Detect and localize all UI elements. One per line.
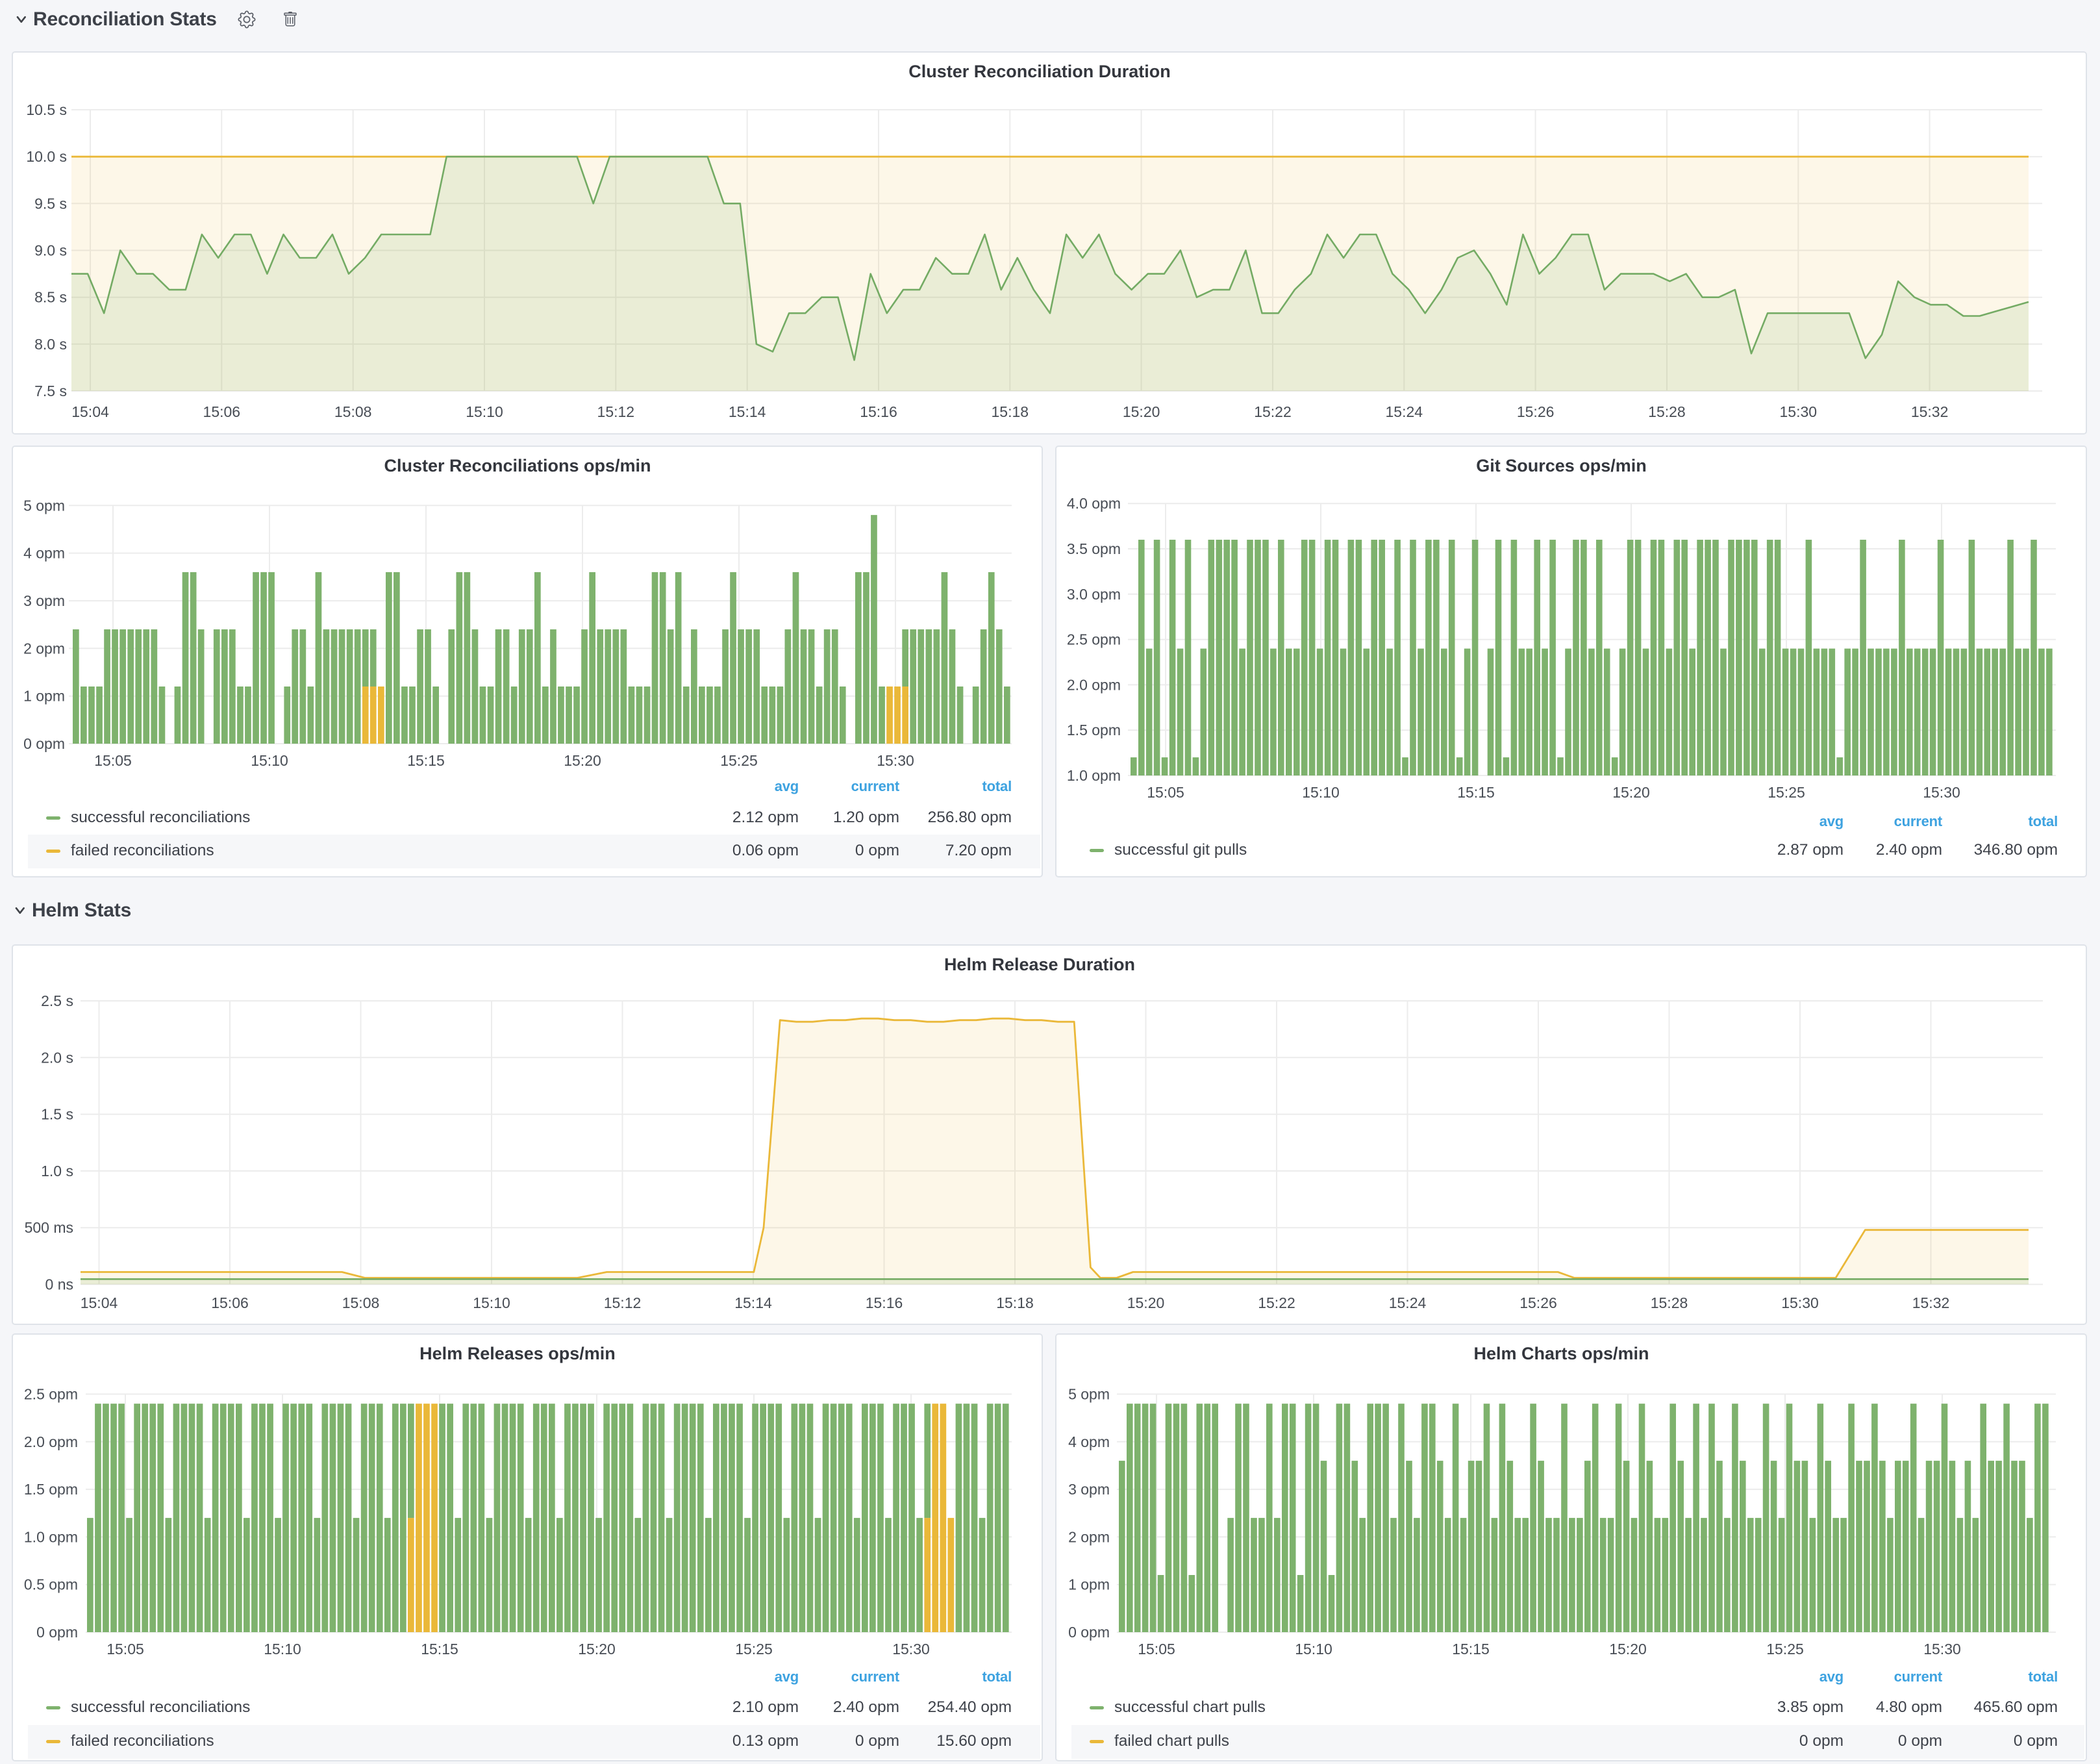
svg-text:15:30: 15:30: [1923, 1641, 1961, 1657]
svg-text:10.5 s: 10.5 s: [26, 101, 67, 118]
svg-text:1 opm: 1 opm: [1068, 1576, 1110, 1593]
svg-text:15:30: 15:30: [1781, 1294, 1819, 1311]
svg-text:15:14: 15:14: [734, 1294, 772, 1311]
svg-text:2.0 s: 2.0 s: [41, 1049, 73, 1066]
svg-text:15:30: 15:30: [1923, 784, 1960, 801]
svg-text:1.0 opm: 1.0 opm: [24, 1528, 78, 1545]
svg-text:8.5 s: 8.5 s: [34, 289, 67, 306]
svg-text:15:25: 15:25: [720, 752, 758, 769]
svg-text:15:18: 15:18: [996, 1294, 1034, 1311]
svg-text:15:15: 15:15: [421, 1641, 458, 1657]
svg-text:0 ns: 0 ns: [45, 1276, 73, 1293]
svg-text:15:05: 15:05: [1138, 1641, 1175, 1657]
svg-text:9.0 s: 9.0 s: [34, 242, 67, 259]
svg-text:9.5 s: 9.5 s: [34, 195, 67, 212]
svg-text:15:30: 15:30: [892, 1641, 930, 1657]
svg-text:15:20: 15:20: [578, 1641, 616, 1657]
svg-text:15:15: 15:15: [407, 752, 445, 769]
svg-text:2.5 opm: 2.5 opm: [24, 1386, 78, 1403]
svg-text:0 opm: 0 opm: [36, 1624, 78, 1641]
svg-text:3.5 opm: 3.5 opm: [1067, 540, 1121, 557]
svg-text:15:32: 15:32: [1912, 1294, 1950, 1311]
svg-text:15:22: 15:22: [1254, 403, 1292, 420]
svg-text:15:15: 15:15: [1452, 1641, 1490, 1657]
svg-text:15:10: 15:10: [251, 752, 288, 769]
svg-text:2.0 opm: 2.0 opm: [1067, 676, 1121, 693]
svg-text:15:32: 15:32: [1911, 403, 1949, 420]
svg-text:15:20: 15:20: [1127, 1294, 1165, 1311]
svg-text:15:06: 15:06: [211, 1294, 249, 1311]
svg-text:2.5 opm: 2.5 opm: [1067, 631, 1121, 648]
svg-text:15:18: 15:18: [992, 403, 1029, 420]
svg-text:15:05: 15:05: [106, 1641, 144, 1657]
svg-text:15:25: 15:25: [1768, 784, 1805, 801]
svg-text:1 opm: 1 opm: [23, 688, 65, 705]
svg-text:15:05: 15:05: [1147, 784, 1184, 801]
svg-text:5 opm: 5 opm: [1068, 1386, 1110, 1403]
svg-text:15:12: 15:12: [597, 403, 635, 420]
svg-text:15:20: 15:20: [1609, 1641, 1647, 1657]
svg-text:15:28: 15:28: [1648, 403, 1686, 420]
svg-text:1.5 opm: 1.5 opm: [24, 1481, 78, 1498]
svg-text:4 opm: 4 opm: [1068, 1433, 1110, 1450]
svg-text:15:10: 15:10: [473, 1294, 510, 1311]
svg-text:15:25: 15:25: [735, 1641, 773, 1657]
svg-text:15:10: 15:10: [1295, 1641, 1332, 1657]
svg-text:15:14: 15:14: [729, 403, 766, 420]
svg-text:15:16: 15:16: [866, 1294, 903, 1311]
svg-text:15:24: 15:24: [1386, 403, 1423, 420]
svg-text:3 opm: 3 opm: [1068, 1481, 1110, 1498]
svg-text:10.0 s: 10.0 s: [26, 148, 67, 165]
svg-text:15:20: 15:20: [1612, 784, 1650, 801]
svg-text:1.0 s: 1.0 s: [41, 1163, 73, 1179]
svg-text:8.0 s: 8.0 s: [34, 336, 67, 353]
svg-text:15:04: 15:04: [81, 1294, 118, 1311]
svg-text:0.5 opm: 0.5 opm: [24, 1576, 78, 1593]
svg-text:7.5 s: 7.5 s: [34, 383, 67, 399]
svg-text:15:30: 15:30: [877, 752, 914, 769]
svg-text:2.5 s: 2.5 s: [41, 992, 73, 1009]
svg-text:15:12: 15:12: [604, 1294, 642, 1311]
svg-text:3 opm: 3 opm: [23, 592, 65, 609]
svg-text:15:20: 15:20: [564, 752, 601, 769]
svg-text:0 opm: 0 opm: [23, 735, 65, 752]
svg-text:2.0 opm: 2.0 opm: [24, 1433, 78, 1450]
svg-text:1.5 s: 1.5 s: [41, 1106, 73, 1123]
svg-text:15:26: 15:26: [1517, 403, 1555, 420]
svg-text:2 opm: 2 opm: [23, 640, 65, 657]
svg-text:15:10: 15:10: [466, 403, 503, 420]
svg-text:15:16: 15:16: [860, 403, 897, 420]
svg-text:5 opm: 5 opm: [23, 497, 65, 514]
svg-text:1.0 opm: 1.0 opm: [1067, 767, 1121, 784]
svg-text:0 opm: 0 opm: [1068, 1624, 1110, 1641]
svg-text:15:10: 15:10: [264, 1641, 301, 1657]
svg-text:15:26: 15:26: [1519, 1294, 1557, 1311]
svg-text:15:05: 15:05: [94, 752, 132, 769]
svg-text:15:06: 15:06: [203, 403, 241, 420]
svg-text:15:15: 15:15: [1457, 784, 1495, 801]
svg-text:2 opm: 2 opm: [1068, 1528, 1110, 1545]
svg-text:15:22: 15:22: [1258, 1294, 1295, 1311]
svg-text:15:24: 15:24: [1389, 1294, 1427, 1311]
svg-text:4 opm: 4 opm: [23, 545, 65, 562]
svg-text:15:08: 15:08: [342, 1294, 380, 1311]
svg-text:15:25: 15:25: [1766, 1641, 1804, 1657]
svg-text:15:10: 15:10: [1302, 784, 1340, 801]
svg-text:15:28: 15:28: [1651, 1294, 1688, 1311]
svg-text:4.0 opm: 4.0 opm: [1067, 495, 1121, 512]
svg-text:1.5 opm: 1.5 opm: [1067, 722, 1121, 738]
svg-text:500 ms: 500 ms: [25, 1219, 73, 1236]
svg-text:15:08: 15:08: [334, 403, 372, 420]
svg-text:15:04: 15:04: [71, 403, 109, 420]
svg-text:3.0 opm: 3.0 opm: [1067, 586, 1121, 603]
svg-text:15:30: 15:30: [1780, 403, 1818, 420]
svg-text:15:20: 15:20: [1123, 403, 1160, 420]
